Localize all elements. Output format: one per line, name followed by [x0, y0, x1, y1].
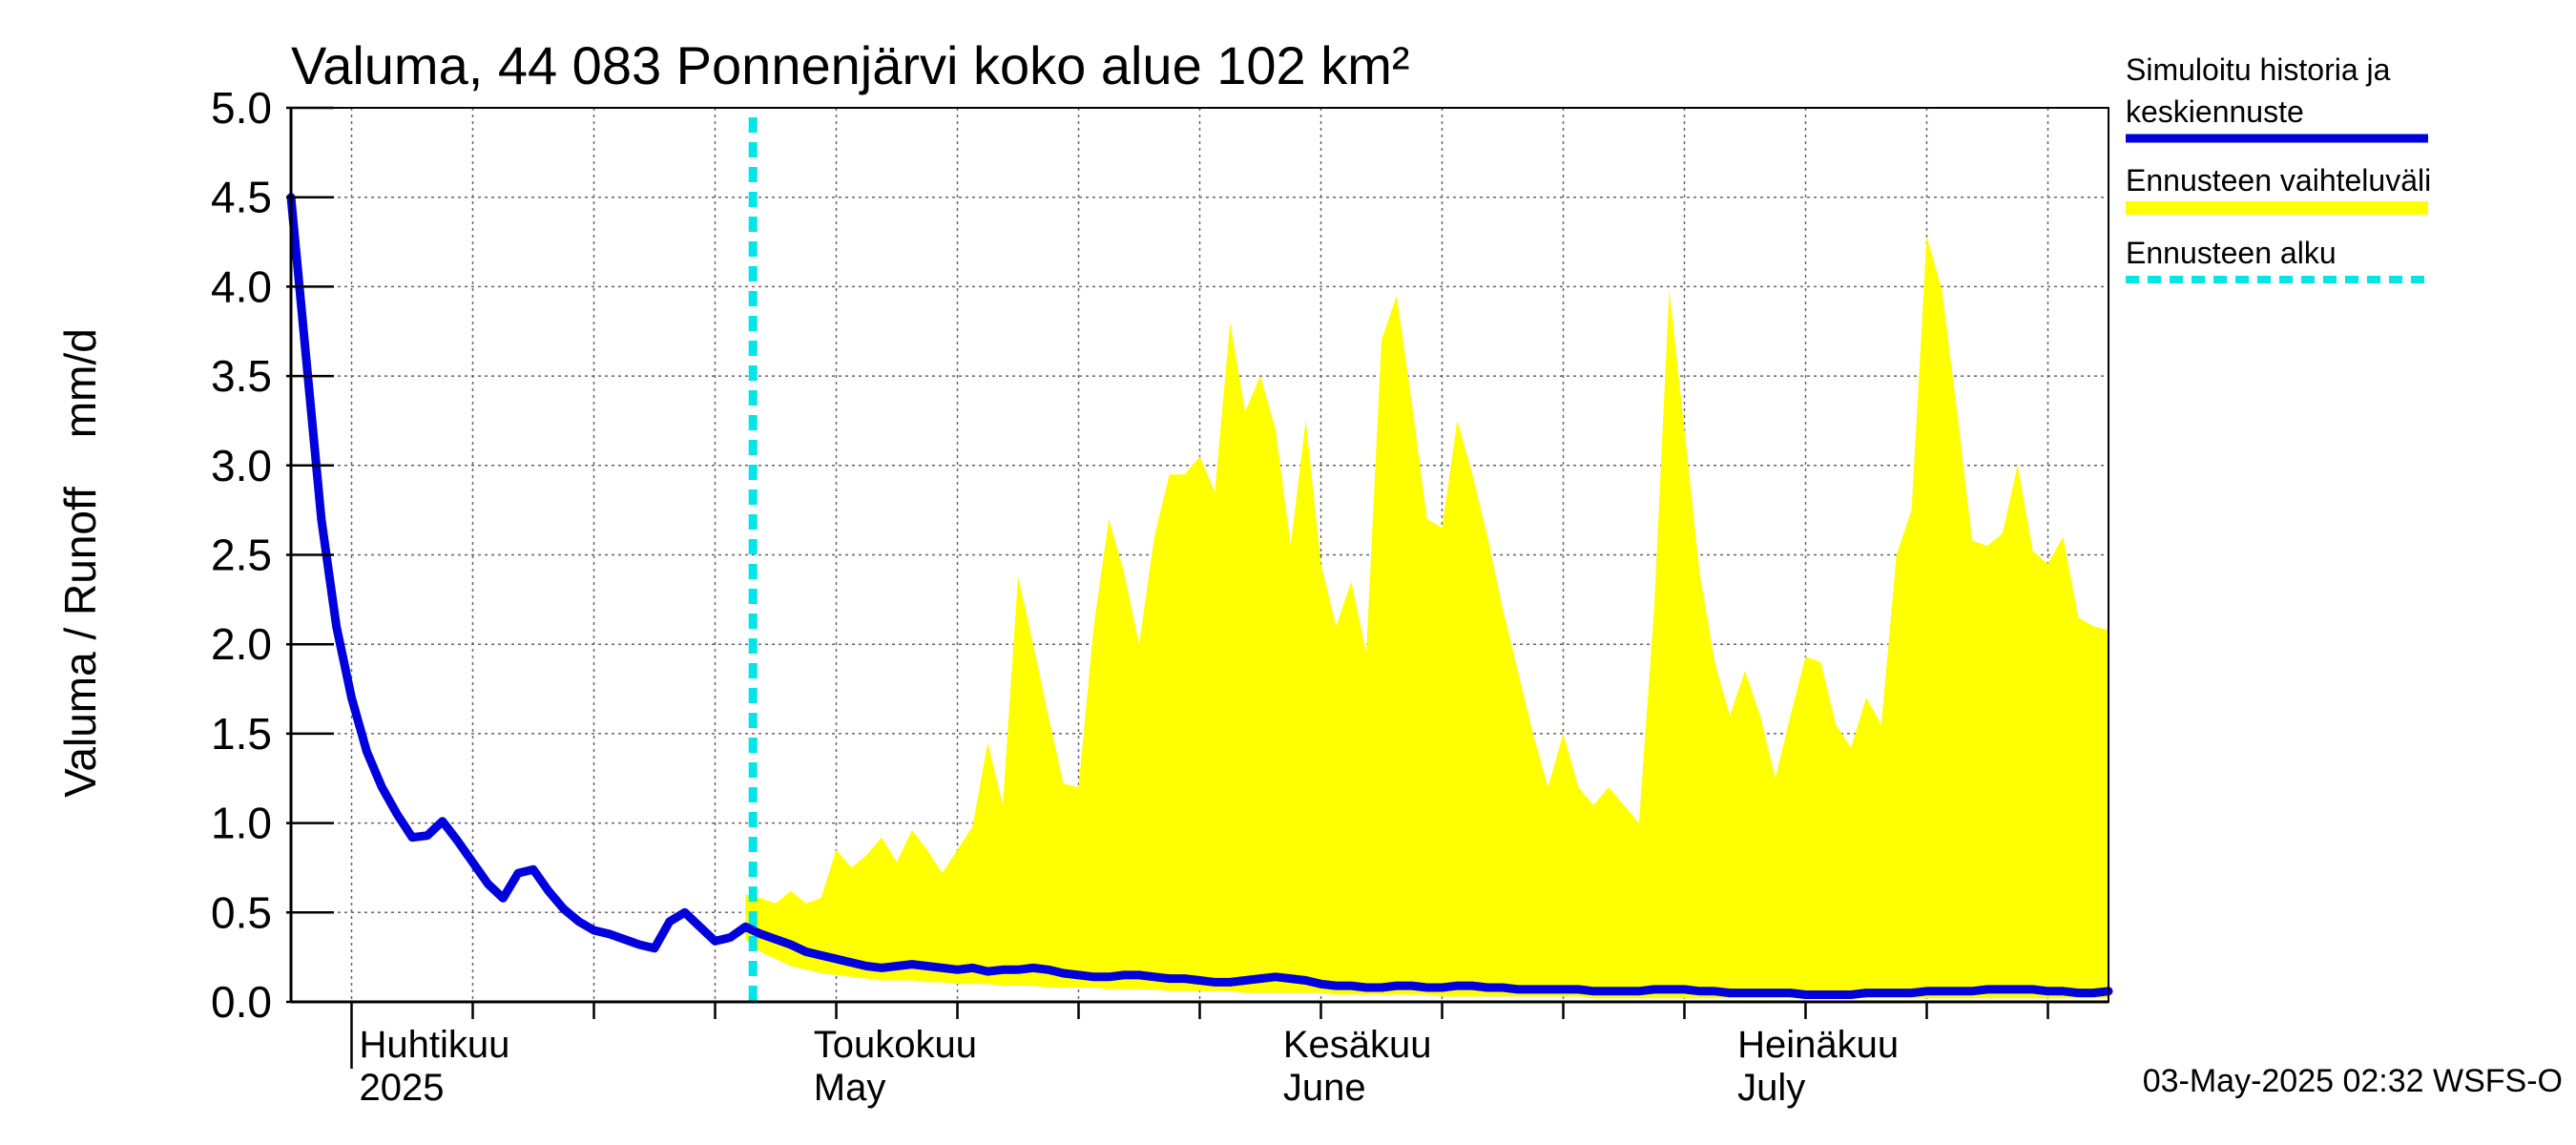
- legend-label-forecast-start: Ennusteen alku: [2126, 236, 2337, 270]
- y-tick-label: 5.0: [211, 83, 272, 133]
- x-month-label-en: June: [1283, 1067, 1366, 1109]
- x-month-label-en: May: [814, 1067, 886, 1109]
- y-tick-label: 0.0: [211, 977, 272, 1027]
- y-tick-label: 3.5: [211, 351, 272, 401]
- y-axis-label: Valuma / Runoff mm/d: [55, 328, 105, 798]
- y-tick-label: 4.0: [211, 261, 272, 311]
- y-tick-label: 0.5: [211, 887, 272, 937]
- y-tick-label: 3.0: [211, 441, 272, 490]
- x-month-label-fi: Toukokuu: [814, 1024, 977, 1066]
- legend-label-simulated: Simuloitu historia ja: [2126, 52, 2391, 87]
- y-tick-label: 1.0: [211, 799, 272, 848]
- x-month-label-fi: Heinäkuu: [1737, 1024, 1899, 1066]
- legend-label-simulated-2: keskiennuste: [2126, 94, 2304, 129]
- axes: [286, 106, 2109, 1069]
- y-tick-label: 2.5: [211, 531, 272, 580]
- footer-timestamp: 03-May-2025 02:32 WSFS-O: [2143, 1063, 2563, 1099]
- simulated-runoff-series: [286, 193, 2113, 999]
- simulated-runoff-line: [286, 193, 2113, 999]
- legend-label-range: Ennusteen vaihteluväli: [2126, 163, 2431, 198]
- y-tick-label: 2.0: [211, 619, 272, 669]
- legend: Simuloitu historia ja keskiennuste Ennuste…: [2126, 52, 2431, 283]
- x-month-label-en: July: [1737, 1067, 1805, 1109]
- chart-title: Valuma, 44 083 Ponnenjärvi koko alue 102…: [291, 35, 1410, 95]
- x-month-label-en: 2025: [360, 1067, 445, 1109]
- forecast-range-area: [745, 236, 2109, 999]
- x-month-label-fi: Kesäkuu: [1283, 1024, 1432, 1066]
- y-tick-labels: 0.0 0.5 1.0 1.5 2.0 2.5 3.0 3.5 4.0 4.5 5.0: [211, 83, 272, 1027]
- y-tick-label: 1.5: [211, 709, 272, 759]
- forecast-range-band: [745, 236, 2109, 999]
- x-month-label-fi: Huhtikuu: [360, 1024, 510, 1066]
- y-tick-label: 4.5: [211, 173, 272, 222]
